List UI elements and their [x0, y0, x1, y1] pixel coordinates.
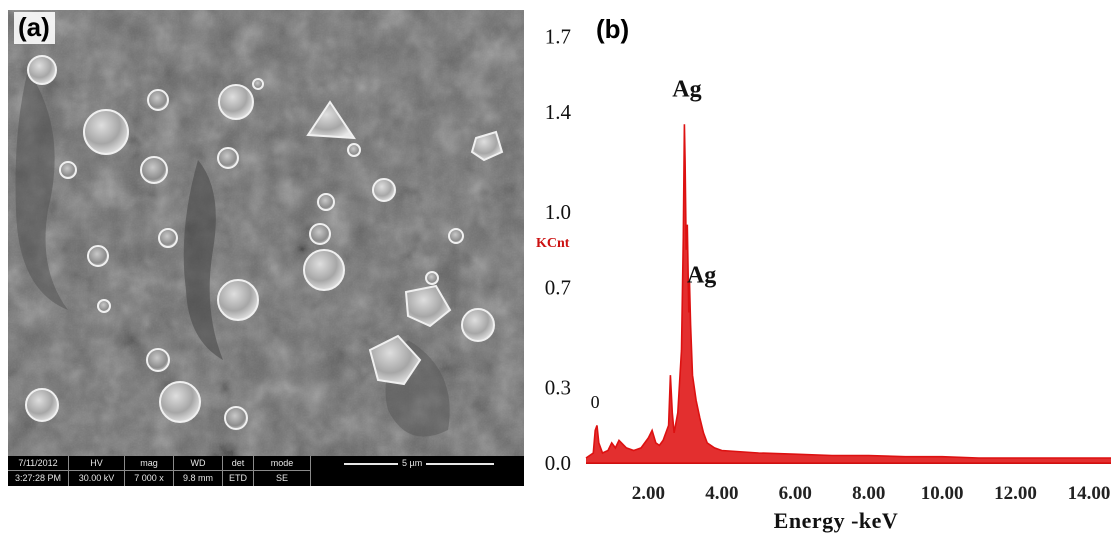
sem-wd-header: WD — [174, 456, 222, 471]
sem-mode-column: mode SE — [254, 456, 311, 486]
y-axis-label: KCnt — [536, 236, 570, 251]
x-tick-label: 4.00 — [705, 483, 738, 504]
peak-label-ag: Ag — [687, 262, 716, 288]
y-tick-label: 1.0 — [545, 200, 571, 224]
spectrum-line — [585, 124, 1111, 459]
sem-info-bar: 7/11/2012 3:27:28 PM HV 30.00 kV mag 7 0… — [8, 456, 524, 486]
y-tick-label: 1.7 — [545, 25, 571, 49]
x-axis-ticks: 2.00 4.00 6.00 8.00 10.00 12.00 14.00 — [632, 483, 1111, 504]
sem-date-column: 7/11/2012 3:27:28 PM — [8, 456, 69, 486]
y-tick-label: 0.3 — [545, 376, 571, 400]
x-tick-label: 6.00 — [779, 483, 812, 504]
y-tick-label: 0.7 — [545, 275, 571, 299]
panel-label-a: (a) — [14, 12, 55, 44]
x-tick-label: 8.00 — [852, 483, 885, 504]
peak-annotations: Ag Ag 0 — [591, 77, 717, 412]
sem-wd-column: WD 9.8 mm — [174, 456, 223, 486]
x-axis-label: Energy -keV — [774, 508, 899, 533]
eds-spectrum-chart: (b) 0.0 0.3 0.7 1.0 1.4 1.7 KCnt 2.00 4.00 6.00… — [536, 14, 1111, 533]
sem-time: 3:27:28 PM — [14, 473, 62, 483]
x-tick-label: 10.00 — [921, 483, 964, 504]
sem-scale-bar: 5 µm — [314, 456, 520, 486]
sem-mag-column: mag 7 000 x — [125, 456, 174, 486]
y-axis-ticks: 0.0 0.3 0.7 1.0 1.4 1.7 — [545, 25, 572, 475]
y-tick-label: 1.4 — [545, 100, 572, 124]
peak-label-ag: Ag — [672, 77, 701, 103]
spectrum-fill — [586, 124, 1111, 464]
sem-wd-value: 9.8 mm — [182, 473, 213, 483]
sem-date: 7/11/2012 — [8, 456, 68, 471]
sem-mag-value: 7 000 x — [134, 473, 164, 483]
sem-det-column: det ETD — [223, 456, 254, 486]
sem-image-panel: (a) 7/11/2012 3:27:28 PM HV 30.00 kV mag… — [8, 10, 524, 486]
particles — [25, 55, 504, 430]
y-tick-label: 0.0 — [545, 451, 571, 475]
peak-label-o: 0 — [591, 392, 600, 412]
sem-mag-header: mag — [125, 456, 173, 471]
x-tick-label: 12.00 — [994, 483, 1037, 504]
sem-hv-header: HV — [69, 456, 124, 471]
x-tick-label: 2.00 — [632, 483, 665, 504]
sem-det-header: det — [223, 456, 253, 471]
scale-bar-label: 5 µm — [398, 457, 427, 469]
sem-mode-value: SE — [275, 473, 288, 483]
panel-label-b: (b) — [596, 14, 629, 44]
x-tick-label: 14.00 — [1068, 483, 1111, 504]
sem-micrograph — [8, 10, 524, 456]
sem-hv-value: 30.00 kV — [78, 473, 115, 483]
sem-hv-column: HV 30.00 kV — [69, 456, 125, 486]
sem-mode-header: mode — [254, 456, 310, 471]
sem-det-value: ETD — [229, 473, 247, 483]
